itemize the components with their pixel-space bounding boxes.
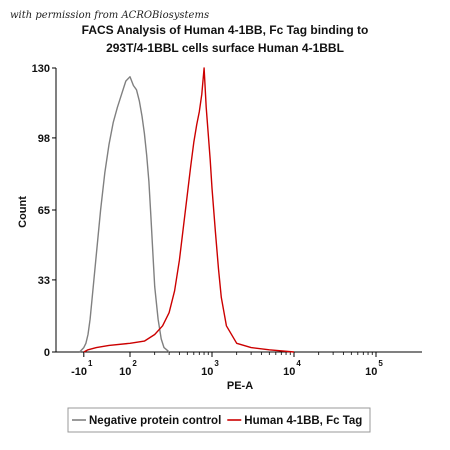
x-tick-label: 105 <box>365 359 383 378</box>
x-tick-label: 104 <box>283 359 301 378</box>
watermark-text: with permission from ACROBiosystems <box>10 10 209 21</box>
x-tick-label: -101 <box>71 359 93 378</box>
y-tick-label: 0 <box>44 347 50 359</box>
y-axis-label: Count <box>17 196 29 228</box>
legend-box <box>67 407 371 433</box>
y-tick-label: 65 <box>38 205 50 217</box>
y-tick-label: 98 <box>38 133 50 145</box>
series-line-human-4-1bb <box>83 67 295 353</box>
legend-entry: Negative protein control <box>89 415 221 427</box>
legend: Negative protein control Human 4-1BB, Fc … <box>67 407 371 433</box>
y-tick-label: 33 <box>38 275 50 287</box>
plot-area: 0 33 65 98 130 -101 102 103 104 105 <box>32 63 422 378</box>
chart-title-line-1: FACS Analysis of Human 4-1BB, Fc Tag bin… <box>82 23 369 37</box>
x-axis-label: PE-A <box>227 380 253 392</box>
x-tick-label: 102 <box>119 359 137 378</box>
series-line-negative-control <box>79 76 170 353</box>
y-tick-label: 130 <box>32 63 50 75</box>
legend-entry: Human 4-1BB, Fc Tag <box>244 415 362 427</box>
chart-title-line-2: 293T/4-1BBL cells surface Human 4-1BBL <box>106 41 344 55</box>
x-tick-label: 103 <box>201 359 219 378</box>
